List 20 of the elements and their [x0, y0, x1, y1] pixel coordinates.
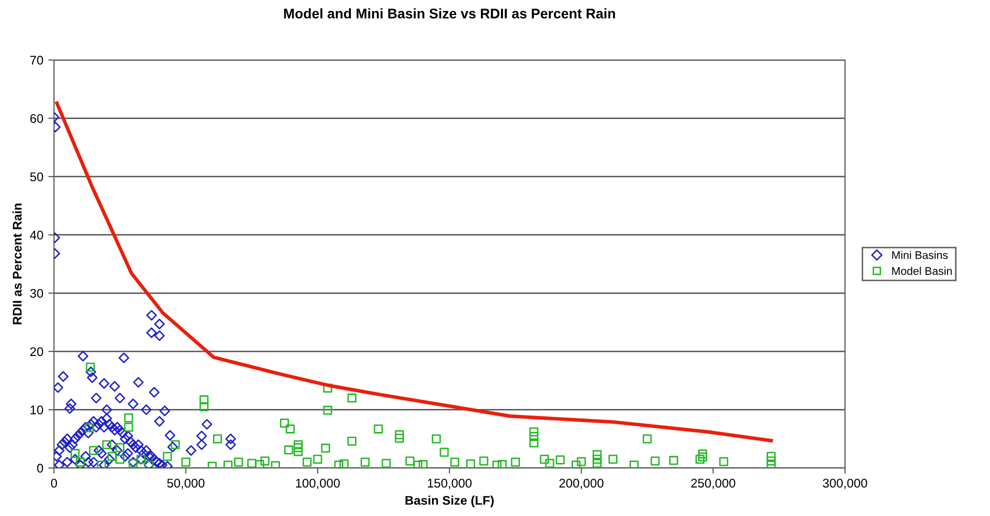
y-tick-label: 10	[30, 406, 44, 414]
y-tick-label: 0	[37, 464, 44, 473]
y-axis-title: RDII as Percent Rain	[12, 204, 22, 324]
legend-label: Mini Basins	[892, 250, 948, 260]
x-tick-label: 150,000	[428, 478, 472, 490]
x-tick-label: 200,000	[559, 478, 604, 490]
y-tick-label: 70	[30, 56, 44, 65]
x-tick-label: 300,000	[822, 478, 868, 490]
y-tick-label: 60	[30, 114, 44, 123]
x-tick-label: 50,000	[167, 478, 204, 490]
x-axis-title: Basin Size (LF)	[406, 496, 494, 508]
x-tick-label: 100,000	[296, 478, 340, 490]
x-tick-label: 250,000	[691, 478, 736, 490]
legend-label: Model Basin	[892, 266, 952, 275]
chart-title: Model and Mini Basin Size vs RDII as Percent Rain	[284, 8, 615, 18]
y-tick-label: 50	[30, 172, 44, 182]
y-tick-label: 20	[30, 347, 44, 356]
y-tick-label: 40	[30, 230, 44, 240]
x-tick-label: 0	[51, 478, 57, 488]
y-tick-label: 30	[30, 288, 44, 298]
